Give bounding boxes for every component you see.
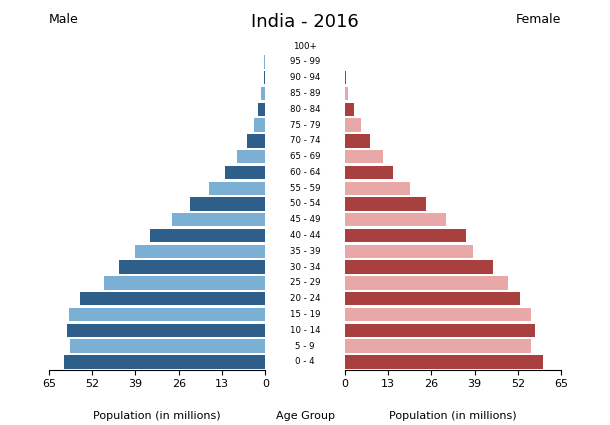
Text: Population (in millions): Population (in millions) [93, 411, 221, 421]
Bar [71, 339, 265, 353]
Bar [225, 166, 265, 179]
Bar [254, 119, 265, 132]
Bar [135, 245, 265, 258]
Bar [345, 308, 531, 321]
Bar [345, 292, 520, 306]
Bar [345, 355, 543, 368]
Text: 0 - 4: 0 - 4 [295, 357, 315, 366]
Bar [237, 150, 265, 163]
Text: 85 - 89: 85 - 89 [290, 89, 320, 98]
Text: 80 - 84: 80 - 84 [290, 105, 320, 114]
Bar [67, 323, 265, 337]
Bar [345, 276, 508, 290]
Bar [345, 323, 534, 337]
Bar [345, 119, 361, 132]
Text: 10 - 14: 10 - 14 [290, 326, 320, 335]
Text: Age Group: Age Group [276, 411, 334, 421]
Bar [345, 245, 473, 258]
Bar [81, 292, 265, 306]
Bar [257, 102, 265, 116]
Text: 45 - 49: 45 - 49 [290, 215, 320, 224]
Text: 5 - 9: 5 - 9 [295, 342, 315, 351]
Text: 35 - 39: 35 - 39 [290, 247, 320, 256]
Bar [345, 261, 493, 274]
Text: 65 - 69: 65 - 69 [290, 152, 320, 161]
Text: 25 - 29: 25 - 29 [290, 278, 320, 287]
Bar [104, 276, 265, 290]
Bar [172, 213, 265, 227]
Bar [345, 150, 383, 163]
Text: 60 - 64: 60 - 64 [290, 168, 320, 177]
Text: 30 - 34: 30 - 34 [290, 263, 320, 272]
Bar [345, 197, 426, 211]
Text: Female: Female [516, 13, 561, 26]
Bar [345, 339, 531, 353]
Bar [190, 197, 265, 211]
Bar [69, 308, 265, 321]
Bar [345, 166, 393, 179]
Text: 70 - 74: 70 - 74 [290, 136, 320, 145]
Text: 40 - 44: 40 - 44 [290, 231, 320, 240]
Text: 95 - 99: 95 - 99 [290, 57, 320, 66]
Bar [345, 213, 447, 227]
Text: 55 - 59: 55 - 59 [290, 184, 320, 193]
Text: Population (in millions): Population (in millions) [389, 411, 517, 421]
Bar [264, 71, 265, 85]
Text: 90 - 94: 90 - 94 [290, 73, 320, 82]
Text: 15 - 19: 15 - 19 [290, 310, 320, 319]
Bar [151, 229, 265, 242]
Bar [345, 71, 346, 85]
Bar [247, 134, 265, 147]
Bar [345, 181, 409, 195]
Text: Male: Male [49, 13, 79, 26]
Bar [345, 102, 354, 116]
Bar [264, 55, 265, 69]
Bar [345, 87, 348, 100]
Text: 50 - 54: 50 - 54 [290, 199, 320, 209]
Text: India - 2016: India - 2016 [251, 13, 359, 31]
Bar [345, 134, 370, 147]
Bar [261, 87, 265, 100]
Bar [64, 355, 265, 368]
Bar [119, 261, 265, 274]
Text: 20 - 24: 20 - 24 [290, 294, 320, 303]
Text: 75 - 79: 75 - 79 [290, 121, 320, 130]
Bar [209, 181, 265, 195]
Text: 100+: 100+ [293, 42, 317, 51]
Bar [345, 229, 466, 242]
